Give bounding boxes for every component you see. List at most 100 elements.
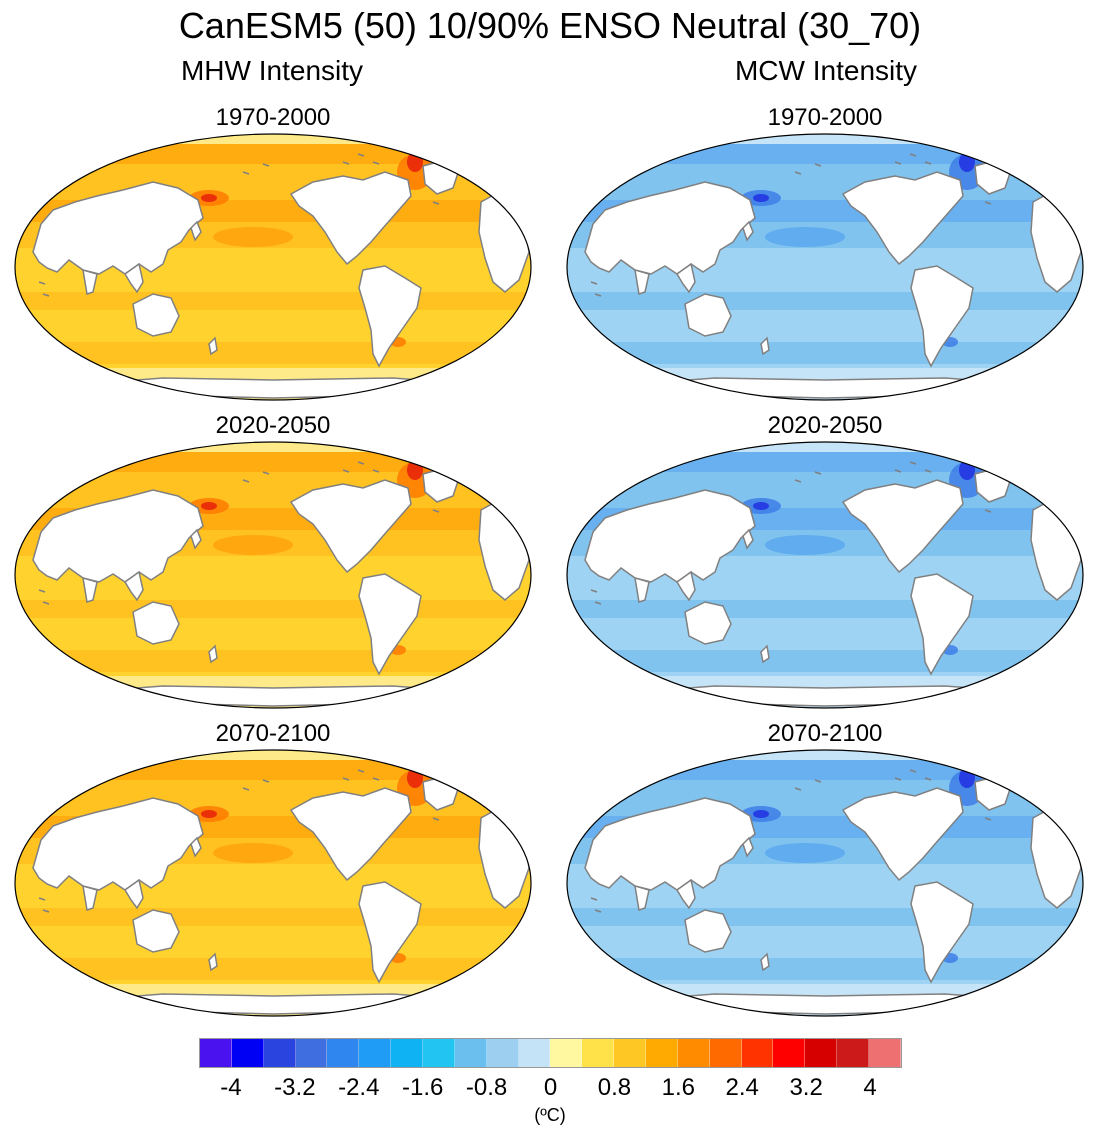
ocean-band [567,934,1083,954]
colorbar-swatch [805,1039,838,1067]
landmass [132,293,180,337]
landmass [82,576,98,603]
panel-title-mhw-1970: 1970-2000 [215,104,331,131]
intensity-hotspot [765,843,845,863]
ocean-band [15,650,531,672]
landmass [742,836,754,858]
ocean-band [567,600,1083,618]
ocean-band [567,442,1083,452]
map-mcw-2020-2050 [566,441,1084,709]
island-coastline [38,281,46,285]
island-coastline [894,161,902,165]
landmass [742,220,754,242]
island-coastline [38,897,46,901]
island-coastline [794,787,802,791]
ocean-band [15,318,531,338]
intensity-hotspot [201,194,217,202]
landmass [841,787,964,882]
intensity-hotspot [765,227,845,247]
island-coastline [242,479,250,483]
island-coastline [984,817,992,821]
island-coastline [357,769,365,773]
colorbar-swatch [709,1039,742,1067]
island-coastline [894,777,902,781]
map-mhw-1970-2000 [14,133,532,401]
intensity-hotspot [83,446,163,458]
intensity-hotspot [83,754,163,766]
ocean-band [15,934,531,954]
colorbar-swatch [646,1039,678,1067]
landmass [32,181,204,275]
ocean-band [15,908,531,926]
island-coastline [262,471,270,475]
ocean-band [15,958,531,980]
landmass [124,262,144,294]
island-coastline [372,161,380,165]
map-border [14,133,532,401]
intensity-hotspot [959,152,975,172]
landmass [124,570,144,602]
landmass [634,884,650,911]
island-coastline [262,779,270,783]
island-coastline [242,787,250,791]
island-coastline [342,469,350,473]
ocean-band [567,318,1083,338]
island-coastline [357,153,365,157]
map-mcw-1970-2000 [566,133,1084,401]
island-coastline [432,817,440,821]
landmass [208,644,218,664]
landmass [208,336,218,356]
landmass [760,336,770,356]
island-coastline [909,769,917,773]
island-coastline [372,777,380,781]
landmass [190,220,202,242]
colorbar-tick-label: 0 [543,1074,558,1101]
intensity-hotspot [959,460,975,480]
colorbar-tick-label: 0.8 [597,1074,632,1101]
island-coastline [924,469,932,473]
ocean-band [15,600,531,618]
intensity-hotspot [201,502,217,510]
island-coastline [262,163,270,167]
island-coastline [924,777,932,781]
island-coastline [984,509,992,513]
ocean-band [567,626,1083,646]
colorbar-swatch [773,1039,806,1067]
colorbar-swatch [741,1039,774,1067]
ocean-band [15,760,531,780]
colorbar-swatch [869,1039,901,1067]
colorbar-swatch [263,1039,296,1067]
colorbar-swatch [423,1039,455,1067]
landmass [684,293,732,337]
ocean-band [567,760,1083,780]
island-coastline [432,201,440,205]
landmass [841,171,964,266]
landmass [82,268,98,295]
island-coastline [590,589,598,593]
landmass [82,884,98,911]
ocean-band [15,626,531,646]
colorbar-swatch [231,1039,264,1067]
intensity-hotspot [753,502,769,510]
island-coastline [42,293,50,297]
map-border [566,749,1084,1017]
column-title-mhw: MHW Intensity [180,55,364,86]
colorbar-tick-label: 2.4 [725,1074,759,1101]
colorbar-swatch [327,1039,360,1067]
landmass [358,573,422,676]
island-coastline [594,601,602,605]
island-coastline [984,201,992,205]
colorbar-tick-label: -4 [220,1074,242,1101]
panel-title-mcw-2020: 2020-2050 [767,412,883,439]
intensity-hotspot [635,138,715,150]
island-coastline [590,897,598,901]
colorbar-tick-label: -3.2 [274,1074,316,1101]
intensity-hotspot [407,460,423,480]
ocean-band [15,442,531,452]
ocean-band [567,908,1083,926]
colorbar-swatch [486,1039,519,1067]
map-mhw-2020-2050 [14,441,532,709]
landmass [634,576,650,603]
ocean-band [15,292,531,310]
colorbar-swatch [359,1039,392,1067]
